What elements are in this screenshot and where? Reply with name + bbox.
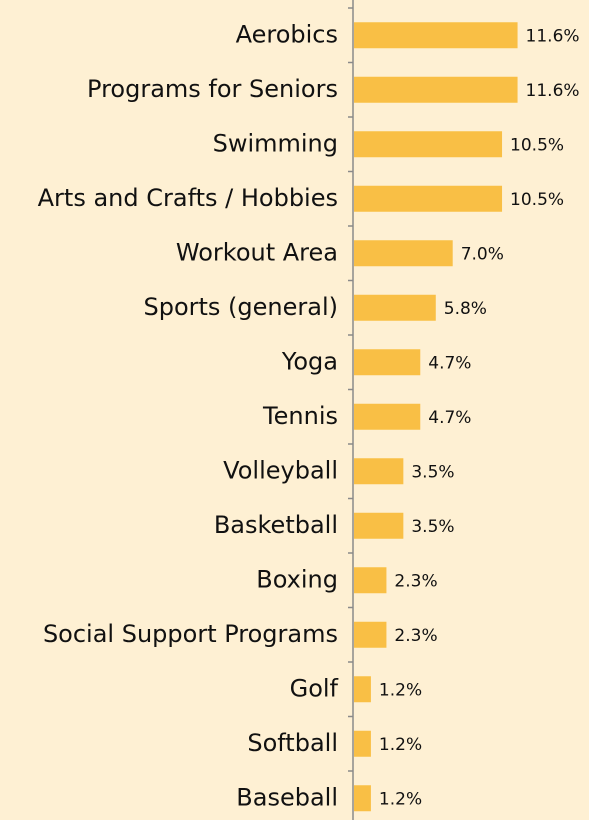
category-label: Swimming	[213, 129, 338, 157]
bar	[354, 785, 371, 812]
category-label: Programs for Seniors	[87, 75, 338, 103]
bar	[354, 349, 421, 376]
value-label: 5.8%	[444, 299, 487, 319]
bar	[354, 730, 371, 757]
bar	[354, 131, 503, 158]
category-label: Arts and Crafts / Hobbies	[38, 184, 338, 212]
category-label: Social Support Programs	[43, 620, 338, 648]
value-label: 1.2%	[379, 680, 422, 700]
category-label: Golf	[290, 674, 339, 702]
value-label: 10.5%	[510, 190, 564, 210]
bar	[354, 22, 518, 49]
value-label: 3.5%	[411, 462, 454, 482]
category-label: Volleyball	[223, 456, 338, 484]
bar	[354, 240, 453, 267]
category-label: Yoga	[281, 347, 338, 375]
value-label: 11.6%	[526, 81, 580, 101]
value-label: 2.3%	[394, 571, 437, 591]
category-label: Sports (general)	[143, 293, 338, 321]
category-label: Baseball	[236, 783, 338, 811]
value-label: 7.0%	[461, 244, 504, 264]
bar	[354, 567, 387, 594]
bar	[354, 76, 518, 103]
value-label: 1.2%	[379, 735, 422, 755]
value-label: 10.5%	[510, 135, 564, 155]
value-label: 2.3%	[394, 626, 437, 646]
category-label: Basketball	[214, 511, 338, 539]
bar	[354, 512, 404, 539]
category-label: Softball	[247, 729, 338, 757]
bar	[354, 676, 371, 703]
category-label: Boxing	[256, 565, 338, 593]
bar	[354, 403, 421, 430]
value-label: 11.6%	[526, 26, 580, 46]
bar	[354, 294, 436, 321]
category-label: Aerobics	[236, 20, 338, 48]
value-label: 1.2%	[379, 789, 422, 809]
category-label: Tennis	[262, 402, 338, 430]
bar	[354, 621, 387, 648]
value-label: 4.7%	[428, 408, 471, 428]
bar	[354, 185, 503, 212]
bar	[354, 458, 404, 485]
category-label: Workout Area	[176, 238, 338, 266]
value-label: 4.7%	[428, 353, 471, 373]
value-label: 3.5%	[411, 517, 454, 537]
